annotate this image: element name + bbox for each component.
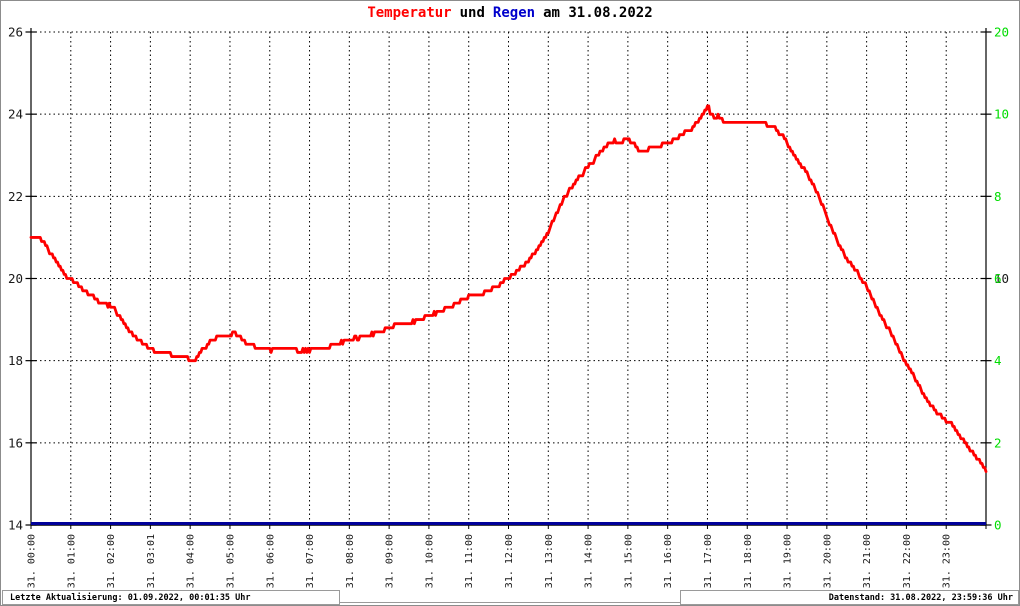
x-axis-label: 31. 10:00 xyxy=(424,534,435,588)
x-axis-label: 31. 09:00 xyxy=(385,534,396,588)
x-axis-label: 31. 15:00 xyxy=(623,534,634,588)
status-bar: Letzte Aktualisierung: 01.09.2022, 00:01… xyxy=(1,589,1019,605)
status-data-timestamp: Datenstand: 31.08.2022, 23:59:36 Uhr xyxy=(680,590,1019,605)
temperature-curve xyxy=(29,104,988,473)
right-axis-label: 10 xyxy=(994,107,1009,122)
x-axis-label: 31. 13:00 xyxy=(544,534,555,588)
x-axis-label: 31. 17:00 xyxy=(703,534,714,588)
left-axis-label: 20 xyxy=(8,271,23,286)
status-bar-divider xyxy=(340,602,680,603)
title-regen: Regen xyxy=(492,5,536,21)
x-axis-label: 31. 00:00 xyxy=(27,534,38,588)
x-axis-label: 31. 06:00 xyxy=(265,534,276,588)
status-last-update: Letzte Aktualisierung: 01.09.2022, 00:01… xyxy=(2,590,340,605)
left-axis-label: 22 xyxy=(8,189,23,204)
right-axis-label: 8 xyxy=(994,189,1002,204)
x-axis-label: 31. 14:00 xyxy=(584,534,595,588)
x-axis-label: 31. 03:01 xyxy=(146,534,157,588)
x-axis-label: 31. 21:00 xyxy=(862,534,873,588)
right-axis-label: 20 xyxy=(994,25,1009,40)
x-axis-label: 31. 11:00 xyxy=(464,534,475,588)
title-temperatur: Temperatur xyxy=(367,5,452,21)
x-axis-label: 31. 18:00 xyxy=(743,534,754,588)
right-axis-label: 4 xyxy=(994,353,1002,368)
x-axis-label: 31. 20:00 xyxy=(822,534,833,588)
x-axis-label: 31. 22:00 xyxy=(902,534,913,588)
right-axis-label: 2 xyxy=(994,435,1002,450)
right-axis-label: 6 xyxy=(994,271,1002,286)
left-axis-label: 14 xyxy=(8,518,23,533)
left-axis-label: 18 xyxy=(8,353,23,368)
status-data-timestamp-text: Datenstand: 31.08.2022, 23:59:36 Uhr xyxy=(828,592,1013,603)
status-last-update-text: Letzte Aktualisierung: 01.09.2022, 00:01… xyxy=(10,592,251,603)
x-axis-label: 31. 04:00 xyxy=(186,534,197,588)
x-axis-label: 31. 05:00 xyxy=(225,534,236,588)
x-axis-label: 31. 02:00 xyxy=(106,534,117,588)
x-axis-label: 31. 12:00 xyxy=(504,534,515,588)
right-axis-label: 0 xyxy=(994,518,1002,533)
x-axis-label: 31. 08:00 xyxy=(345,534,356,588)
right-axis-overlap-label: 10 xyxy=(994,271,1009,286)
left-axis-label: 24 xyxy=(8,107,23,122)
left-axis-label: 16 xyxy=(8,435,23,450)
title-date: am 31.08.2022 xyxy=(543,5,653,21)
x-axis-label: 31. 01:00 xyxy=(66,534,77,588)
x-axis-label: 31. 19:00 xyxy=(783,534,794,588)
title-und: und xyxy=(459,5,485,21)
left-axis-label: 26 xyxy=(8,25,23,40)
x-axis-label: 31. 16:00 xyxy=(663,534,674,588)
x-axis-label: 31. 07:00 xyxy=(305,534,316,588)
chart-title: Temperatur und Regen am 31.08.2022 xyxy=(1,5,1019,22)
x-axis-label: 31. 23:00 xyxy=(942,534,953,588)
